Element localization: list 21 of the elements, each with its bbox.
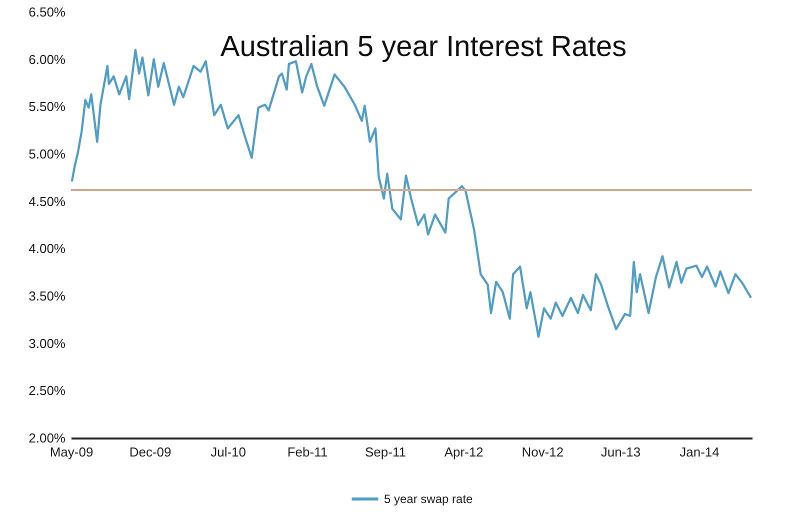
x-tick-label: Jul-10: [210, 444, 246, 460]
y-tick-label: 3.00%: [28, 336, 66, 351]
x-tick-label: Dec-09: [129, 444, 172, 460]
y-tick-label: 6.00%: [28, 52, 66, 67]
x-tick-label: Apr-12: [444, 444, 484, 460]
text: Australian 5 year Interest Rates: [220, 31, 627, 63]
y-tick-label: 4.00%: [28, 241, 66, 256]
x-tick-label: Jan-14: [680, 444, 720, 460]
y-tick-label: 5.00%: [28, 146, 66, 162]
x-tick-label: Feb-11: [287, 444, 328, 460]
x-tick-label: Nov-12: [522, 444, 564, 460]
y-tick-label: 2.50%: [28, 383, 66, 398]
y-tick-label: 4.50%: [28, 194, 66, 209]
legend-label: 5 year swap rate: [384, 492, 474, 506]
y-tick-label: 6.50%: [28, 4, 66, 20]
y-tick-label: 5.50%: [28, 99, 66, 114]
y-tick-label: 2.00%: [28, 430, 66, 446]
x-tick-label: May-09: [50, 444, 94, 460]
x-tick-label: Jun-13: [600, 444, 641, 460]
y-tick-label: 3.50%: [28, 288, 66, 304]
x-tick-label: Sep-11: [365, 444, 406, 460]
